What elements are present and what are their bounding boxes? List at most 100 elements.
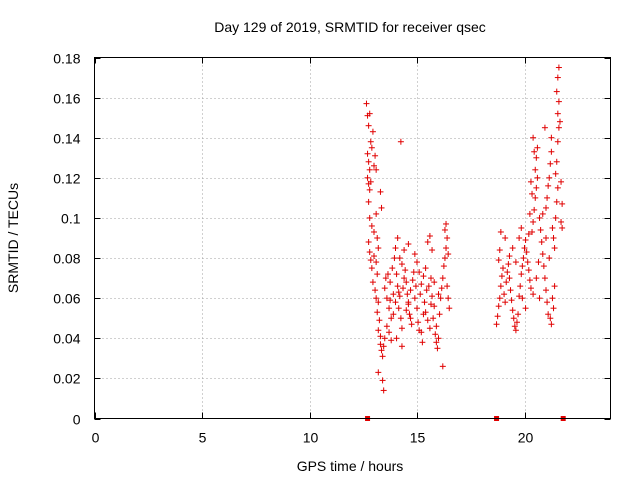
data-point	[443, 220, 450, 227]
data-point	[503, 279, 510, 286]
data-point	[380, 387, 387, 394]
x-axis-label: GPS time / hours	[297, 458, 404, 474]
data-point	[536, 295, 543, 302]
data-point	[417, 291, 424, 298]
y-tick-label: 0.1	[61, 211, 81, 227]
data-point	[376, 317, 383, 324]
data-point	[533, 154, 540, 161]
data-point	[405, 241, 412, 248]
data-point	[516, 293, 523, 300]
data-point	[402, 267, 409, 274]
data-point	[531, 206, 538, 213]
data-point	[396, 293, 403, 300]
data-point	[433, 323, 440, 330]
data-point	[390, 311, 397, 318]
data-point	[420, 311, 427, 318]
data-point	[495, 303, 502, 310]
data-point	[366, 186, 373, 193]
data-point	[378, 204, 385, 211]
data-point	[431, 279, 438, 286]
data-point	[530, 291, 537, 298]
data-point	[383, 295, 390, 302]
data-point	[418, 329, 425, 336]
data-points	[363, 64, 566, 421]
data-point	[383, 323, 390, 330]
data-point	[518, 224, 525, 231]
y-axis-label: SRMTID / TECUs	[5, 183, 21, 293]
data-point	[398, 343, 405, 350]
x-tick-label: 10	[303, 430, 319, 446]
y-tick-label: 0.02	[53, 371, 80, 387]
x-tick-label: 15	[410, 430, 426, 446]
data-point	[502, 235, 509, 241]
data-point	[545, 182, 552, 189]
y-tick-labels: 0 0.02 0.04 0.06 0.08 0.1 0.12 0.14 0.16 0.18	[53, 51, 80, 428]
data-point	[543, 235, 549, 241]
data-point	[517, 283, 524, 290]
data-point	[404, 291, 411, 298]
data-point	[548, 148, 555, 155]
data-point	[544, 299, 551, 306]
data-point	[368, 222, 375, 229]
data-point	[435, 335, 442, 342]
data-point	[387, 297, 394, 304]
data-point	[439, 275, 446, 282]
data-point	[381, 335, 388, 342]
data-point	[366, 249, 373, 256]
data-point	[379, 353, 386, 360]
data-point	[530, 218, 537, 225]
data-point	[530, 134, 537, 141]
data-point	[369, 128, 376, 135]
data-point	[364, 174, 371, 181]
data-point	[537, 226, 544, 233]
data-point	[534, 174, 541, 181]
x-tick-label: 0	[92, 430, 100, 446]
data-point	[375, 299, 382, 306]
data-point	[381, 285, 388, 292]
data-point	[501, 291, 508, 298]
data-point	[545, 311, 552, 318]
data-point	[497, 228, 504, 235]
data-point	[393, 335, 400, 342]
data-point	[506, 253, 513, 260]
x-tick-label: 5	[199, 430, 207, 446]
data-point	[419, 339, 426, 346]
data-point	[375, 369, 382, 376]
data-point	[550, 305, 557, 312]
data-point	[523, 249, 530, 256]
data-point	[532, 166, 539, 173]
data-point	[405, 299, 412, 306]
data-point	[379, 377, 386, 384]
data-point	[536, 214, 543, 221]
data-point	[375, 245, 382, 252]
data-point	[511, 323, 518, 330]
y-tick-label: 0.06	[53, 291, 80, 307]
data-point	[559, 200, 566, 207]
data-point	[531, 148, 538, 155]
data-point	[529, 190, 536, 197]
data-point	[403, 307, 410, 314]
data-point	[367, 178, 374, 185]
data-point	[550, 235, 557, 241]
y-tick-label: 0.14	[53, 131, 80, 147]
y-tick-label: 0.12	[53, 171, 80, 187]
data-point	[500, 265, 506, 272]
data-point	[427, 275, 434, 282]
data-point	[377, 341, 384, 348]
data-point	[371, 162, 377, 169]
data-point	[554, 184, 561, 191]
data-point	[539, 251, 546, 258]
data-point	[494, 313, 501, 320]
data-point	[367, 138, 374, 145]
data-point	[510, 315, 517, 322]
data-point	[547, 315, 554, 322]
data-point	[555, 64, 562, 71]
data-point	[522, 237, 529, 244]
data-point	[380, 343, 387, 350]
data-point	[439, 363, 446, 370]
data-point	[431, 303, 438, 310]
x-tick-labels: 0 5 10 15 20	[92, 430, 534, 446]
data-point	[372, 287, 379, 294]
data-point	[387, 279, 394, 286]
